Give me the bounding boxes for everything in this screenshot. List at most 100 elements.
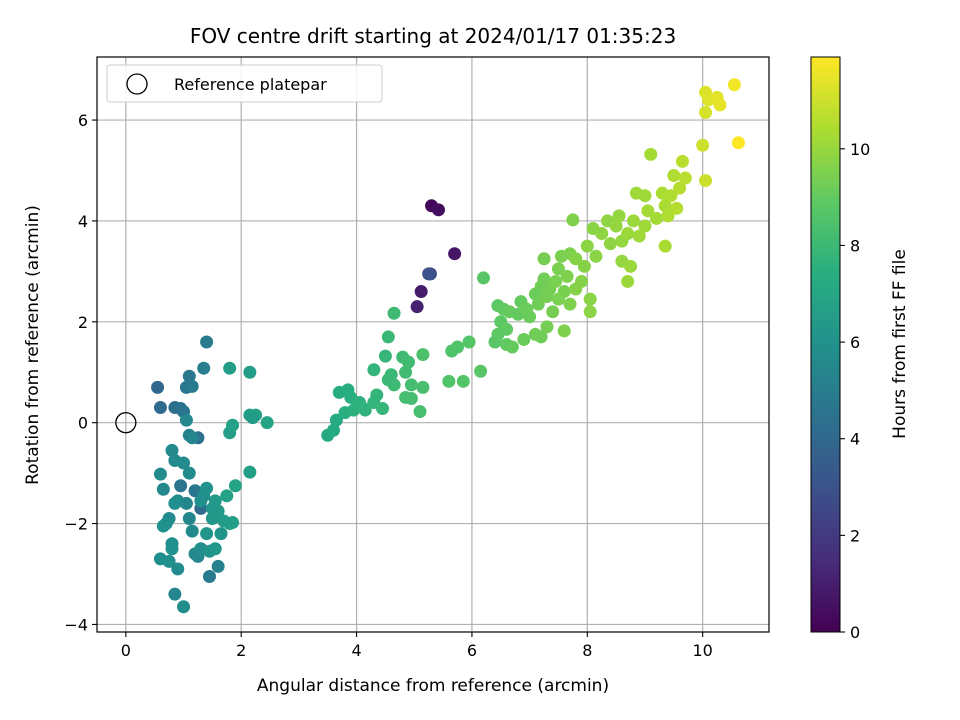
scatter-point: [658, 239, 672, 253]
scatter-point: [580, 239, 594, 253]
scatter-point: [228, 479, 242, 493]
scatter-point: [246, 411, 260, 425]
scatter-point: [448, 247, 462, 261]
plot-frame: [96, 56, 770, 633]
x-axis-label: Angular distance from reference (arcmin): [257, 676, 609, 696]
scatter-point: [727, 78, 741, 92]
x-tick-label: 2: [236, 641, 246, 660]
scatter-point: [410, 300, 424, 314]
scatter-point: [162, 554, 176, 568]
x-tick-label: 6: [467, 641, 477, 660]
scatter-point: [182, 466, 196, 480]
scatter-point: [185, 431, 199, 445]
scatter-point: [699, 174, 713, 188]
scatter-point: [185, 379, 199, 393]
scatter-point: [185, 524, 199, 538]
colorbar-tick-label: 10: [850, 140, 870, 159]
scatter-point: [456, 374, 470, 388]
scatter-point: [214, 527, 228, 541]
x-tick-label: 4: [351, 641, 361, 660]
scatter-point: [658, 199, 672, 213]
scatter-point: [566, 213, 580, 227]
scatter-point: [731, 136, 745, 150]
scatter-point: [537, 272, 551, 286]
scatter-point: [661, 209, 675, 223]
colorbar-tick-label: 4: [850, 430, 860, 449]
scatter-point: [563, 297, 577, 311]
scatter-point: [378, 349, 392, 363]
scatter-point: [220, 489, 234, 503]
colorbar-tick-label: 8: [850, 236, 860, 255]
scatter-point: [358, 403, 372, 417]
scatter-point: [537, 252, 551, 266]
scatter-point: [462, 335, 476, 349]
scatter-point: [422, 267, 436, 281]
chart-title: FOV centre drift starting at 2024/01/17 …: [190, 24, 676, 48]
scatter-point: [638, 189, 652, 203]
scatter-point: [177, 456, 191, 470]
scatter-point: [670, 201, 684, 215]
scatter-point: [551, 262, 565, 276]
reference-platepar-marker: [115, 412, 137, 434]
scatter-point: [179, 496, 193, 510]
scatter-point: [442, 374, 456, 388]
scatter-point: [476, 271, 490, 285]
scatter-point: [200, 481, 214, 495]
y-tick-label: 2: [78, 313, 88, 332]
scatter-point: [211, 559, 225, 573]
scatter-point: [387, 378, 401, 392]
scatter-point: [168, 587, 182, 601]
scatter-point: [165, 443, 179, 457]
scatter-point: [523, 310, 537, 324]
scatter-point: [577, 259, 591, 273]
scatter-point: [632, 229, 646, 243]
scatter-point: [696, 138, 710, 152]
scatter-point: [474, 364, 488, 378]
colorbar-gradient: [810, 56, 841, 633]
y-axis-label: Rotation from reference (arcmin): [23, 205, 43, 485]
colorbar-tick-label: 0: [850, 623, 860, 642]
colorbar-tick-label: 2: [850, 526, 860, 545]
colorbar-tick-label: 6: [850, 333, 860, 352]
scatter-point: [182, 369, 196, 383]
scatter-point: [226, 418, 240, 432]
scatter-point: [223, 361, 237, 375]
x-tick-label: 10: [692, 641, 712, 660]
scatter-point: [595, 227, 609, 241]
scatter-point: [200, 335, 214, 349]
scatter-point: [699, 105, 713, 119]
scatter-point: [664, 189, 678, 203]
scatter-point: [326, 423, 340, 437]
scatter-point: [557, 324, 571, 338]
scatter-point: [174, 479, 188, 493]
scatter-point: [171, 562, 185, 576]
colorbar: 0 2 4 6 8 10 Hours from first FF file: [810, 56, 910, 642]
scatter-point: [153, 467, 167, 481]
scatter-point: [367, 363, 381, 377]
scatter-point: [404, 391, 418, 405]
scatter-point: [260, 416, 274, 430]
scatter-point: [431, 203, 445, 217]
scatter-points: [115, 78, 745, 614]
scatter-point: [609, 219, 623, 233]
scatter-point: [399, 365, 413, 379]
legend: Reference platepar: [106, 64, 383, 103]
legend-box: [106, 64, 383, 103]
scatter-point: [165, 542, 179, 556]
scatter-point: [413, 405, 427, 419]
scatter-point: [156, 519, 170, 533]
scatter-point: [226, 516, 240, 530]
scatter-point: [208, 542, 222, 556]
scatter-point: [583, 305, 597, 319]
scatter-point: [153, 401, 167, 415]
scatter-point: [197, 361, 211, 375]
y-tick-label: 4: [78, 212, 88, 231]
scatter-point: [675, 154, 689, 168]
x-tick-label: 0: [121, 641, 131, 660]
scatter-point: [583, 292, 597, 306]
scatter-point: [667, 169, 681, 183]
scatter-point: [589, 249, 603, 263]
scatter-point: [329, 413, 343, 427]
scatter-point: [531, 297, 545, 311]
scatter-point: [546, 305, 560, 319]
